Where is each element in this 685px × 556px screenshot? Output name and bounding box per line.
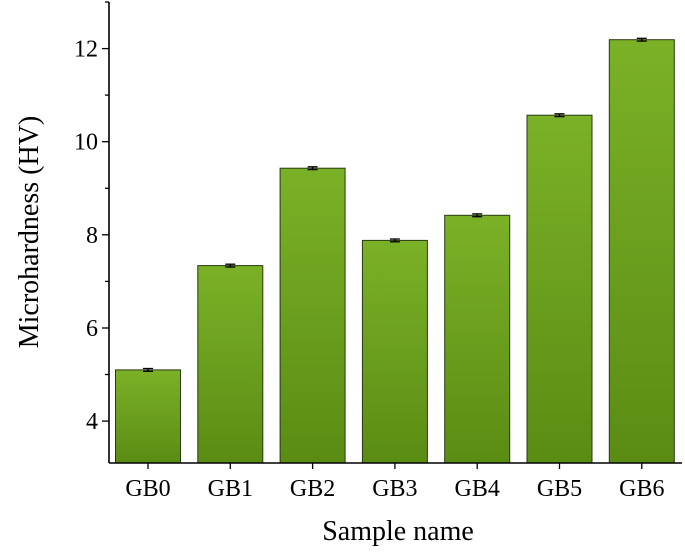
y-axis-title: Microhardness (HV) — [14, 116, 45, 349]
y-tick-label-10: 10 — [74, 130, 98, 156]
y-ticks-group: 4 6 8 10 12 — [74, 1, 109, 435]
x-axis-title: Sample name — [322, 516, 474, 547]
error-bar-gb5 — [554, 113, 565, 118]
error-bar-gb2 — [307, 166, 318, 171]
x-tick-label-gb0: GB0 — [125, 476, 170, 502]
x-tick-label-gb2: GB2 — [290, 476, 335, 502]
x-ticks-group: GB0 GB1 GB2 GB3 GB4 GB5 GB6 — [125, 463, 664, 502]
x-tick-label-gb3: GB3 — [372, 476, 417, 502]
error-bar-gb1 — [225, 263, 236, 268]
x-tick-label-gb5: GB5 — [537, 476, 582, 502]
x-tick-label-gb4: GB4 — [455, 476, 500, 502]
y-tick-label-4: 4 — [86, 409, 98, 435]
error-bar-gb0 — [143, 367, 153, 372]
x-tick-label-gb6: GB6 — [619, 476, 664, 502]
bar-gb2 — [279, 167, 346, 464]
y-tick-label-12: 12 — [74, 37, 98, 63]
bar-gb3 — [361, 239, 428, 464]
y-tick-label-8: 8 — [86, 223, 98, 249]
x-tick-label-gb1: GB1 — [208, 476, 253, 502]
bars-group — [115, 39, 675, 464]
error-bars-group — [143, 37, 647, 372]
error-bar-gb3 — [389, 238, 400, 243]
bar-gb6 — [608, 39, 675, 464]
bar-gb0 — [115, 369, 181, 464]
bar-gb5 — [526, 114, 593, 464]
bar-gb4 — [444, 214, 511, 464]
error-bar-gb6 — [636, 37, 647, 42]
bar-gb1 — [197, 265, 264, 464]
y-tick-label-6: 6 — [86, 316, 98, 342]
error-bar-gb4 — [472, 213, 483, 218]
